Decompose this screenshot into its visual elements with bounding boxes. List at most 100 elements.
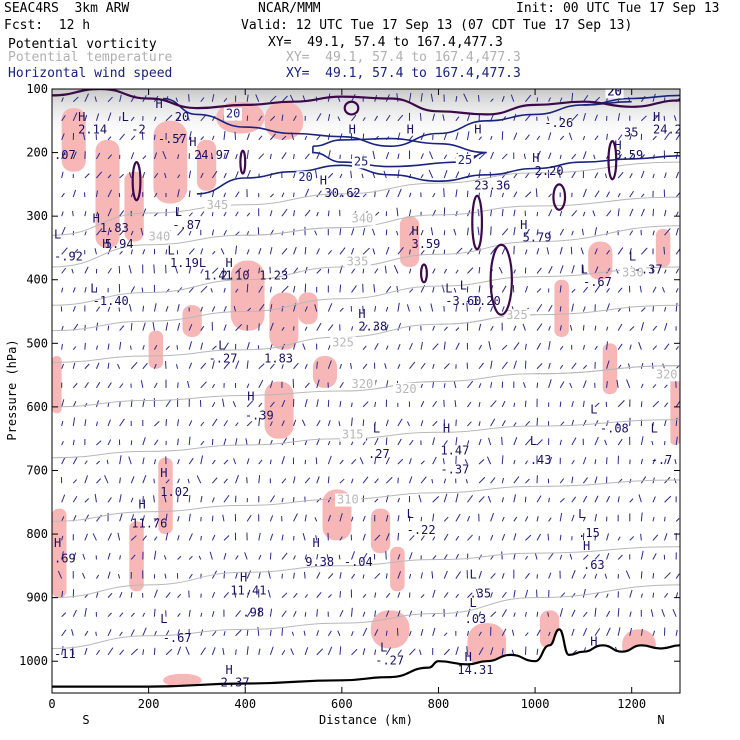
wind-vector xyxy=(269,133,276,141)
pv-fill-region xyxy=(269,292,299,350)
wind-vector xyxy=(200,136,205,141)
wind-vector xyxy=(258,304,265,312)
wind-vector xyxy=(177,494,179,503)
wind-vector xyxy=(374,610,377,617)
wind-vector xyxy=(351,248,355,255)
wind-vector xyxy=(130,592,133,598)
wind-vector xyxy=(536,439,543,446)
wind-vector xyxy=(675,436,678,446)
wind-vector xyxy=(246,269,250,274)
wind-vector xyxy=(478,631,482,637)
wind-vector xyxy=(490,98,494,103)
wind-vector xyxy=(513,436,518,446)
wind-vector xyxy=(177,438,179,446)
wind-vector xyxy=(119,325,125,331)
wind-vector xyxy=(525,191,532,198)
wind-vector xyxy=(130,230,134,236)
wind-vector xyxy=(525,134,530,141)
wind-vector xyxy=(420,362,426,370)
wind-vector xyxy=(235,629,242,637)
wind-vector xyxy=(258,417,261,427)
theta-contour-label: 320 xyxy=(656,367,678,381)
wind-vector xyxy=(640,193,645,198)
wind-vector xyxy=(200,421,205,427)
wind-vector xyxy=(84,533,88,541)
wind-vector xyxy=(443,154,448,160)
wind-vector xyxy=(385,573,388,579)
wind-vector xyxy=(177,593,182,598)
wind-vector xyxy=(478,570,482,579)
wind-vector xyxy=(153,630,157,636)
wind-vector xyxy=(536,495,542,503)
wind-vector xyxy=(559,228,565,236)
wind-vector xyxy=(188,420,193,427)
wind-vector xyxy=(211,647,216,656)
wind-vector xyxy=(362,611,366,617)
wind-vector xyxy=(522,382,526,388)
wind-vector xyxy=(385,647,392,656)
wind-vector xyxy=(281,437,288,446)
wind-vector xyxy=(327,210,330,217)
init-time: Init: 00 UTC Tue 17 Sep 13 xyxy=(516,1,720,16)
extremum-value: -.08 xyxy=(600,421,629,435)
wind-vector xyxy=(675,288,679,293)
wind-vector xyxy=(664,172,667,179)
plot-frame xyxy=(51,88,681,694)
wind-vector xyxy=(107,154,113,160)
extremum-marker: H xyxy=(532,151,539,165)
wind-vector xyxy=(443,268,448,274)
wind-vector xyxy=(652,173,655,179)
wind-vector xyxy=(119,133,125,141)
extremum-marker: H xyxy=(474,123,481,137)
wind-vector xyxy=(304,554,307,560)
wind-vector xyxy=(72,552,77,560)
wind-vector xyxy=(351,458,357,465)
wind-vector xyxy=(351,93,356,102)
wind-vector xyxy=(362,648,366,655)
wind-vector xyxy=(594,172,599,179)
wind-vector xyxy=(84,498,90,503)
wind-vector xyxy=(582,112,586,121)
wind-vector xyxy=(501,361,508,370)
wind-vector xyxy=(420,572,423,579)
wind-vector xyxy=(269,608,273,617)
wind-vector xyxy=(84,460,88,465)
extremum-value: 11.41 xyxy=(230,583,266,597)
wind-vector xyxy=(432,268,436,274)
wind-vector xyxy=(82,553,86,560)
wind-vector xyxy=(245,438,248,446)
wind-vector xyxy=(385,345,389,350)
wind-vector xyxy=(455,171,460,179)
y-tick-label: 200 xyxy=(26,146,48,160)
wind-vector xyxy=(594,535,597,541)
extremum-value: -.57 xyxy=(158,132,187,146)
wind-vector xyxy=(84,647,88,656)
wind-vector xyxy=(351,268,356,274)
pv-fill-region xyxy=(588,241,613,280)
wind-vector xyxy=(130,629,135,637)
wind-vector xyxy=(316,420,321,427)
wind-vector xyxy=(351,326,354,331)
wind-vector xyxy=(455,189,458,198)
wind-vector xyxy=(362,438,368,446)
wind-vector xyxy=(142,155,147,160)
extremum-value: 2.20 xyxy=(535,164,564,178)
wind-vector xyxy=(664,228,671,236)
x-axis-left-end: S xyxy=(82,713,89,727)
wind-vector xyxy=(314,230,318,236)
wind-contour-label: 20 xyxy=(608,84,622,98)
wind-vector xyxy=(235,245,238,255)
wind-vector xyxy=(490,360,493,369)
wind-vector xyxy=(84,266,89,274)
wind-vector xyxy=(385,610,390,617)
pv-fill-region xyxy=(602,343,618,395)
wind-vector xyxy=(84,475,89,484)
wind-vector xyxy=(490,534,494,541)
wind-vector xyxy=(582,211,586,217)
wind-vector xyxy=(525,114,532,122)
extremum-value: 2.37 xyxy=(221,676,250,690)
wind-vector xyxy=(244,552,248,560)
wind-vector xyxy=(246,169,251,179)
wind-vector xyxy=(107,592,113,598)
